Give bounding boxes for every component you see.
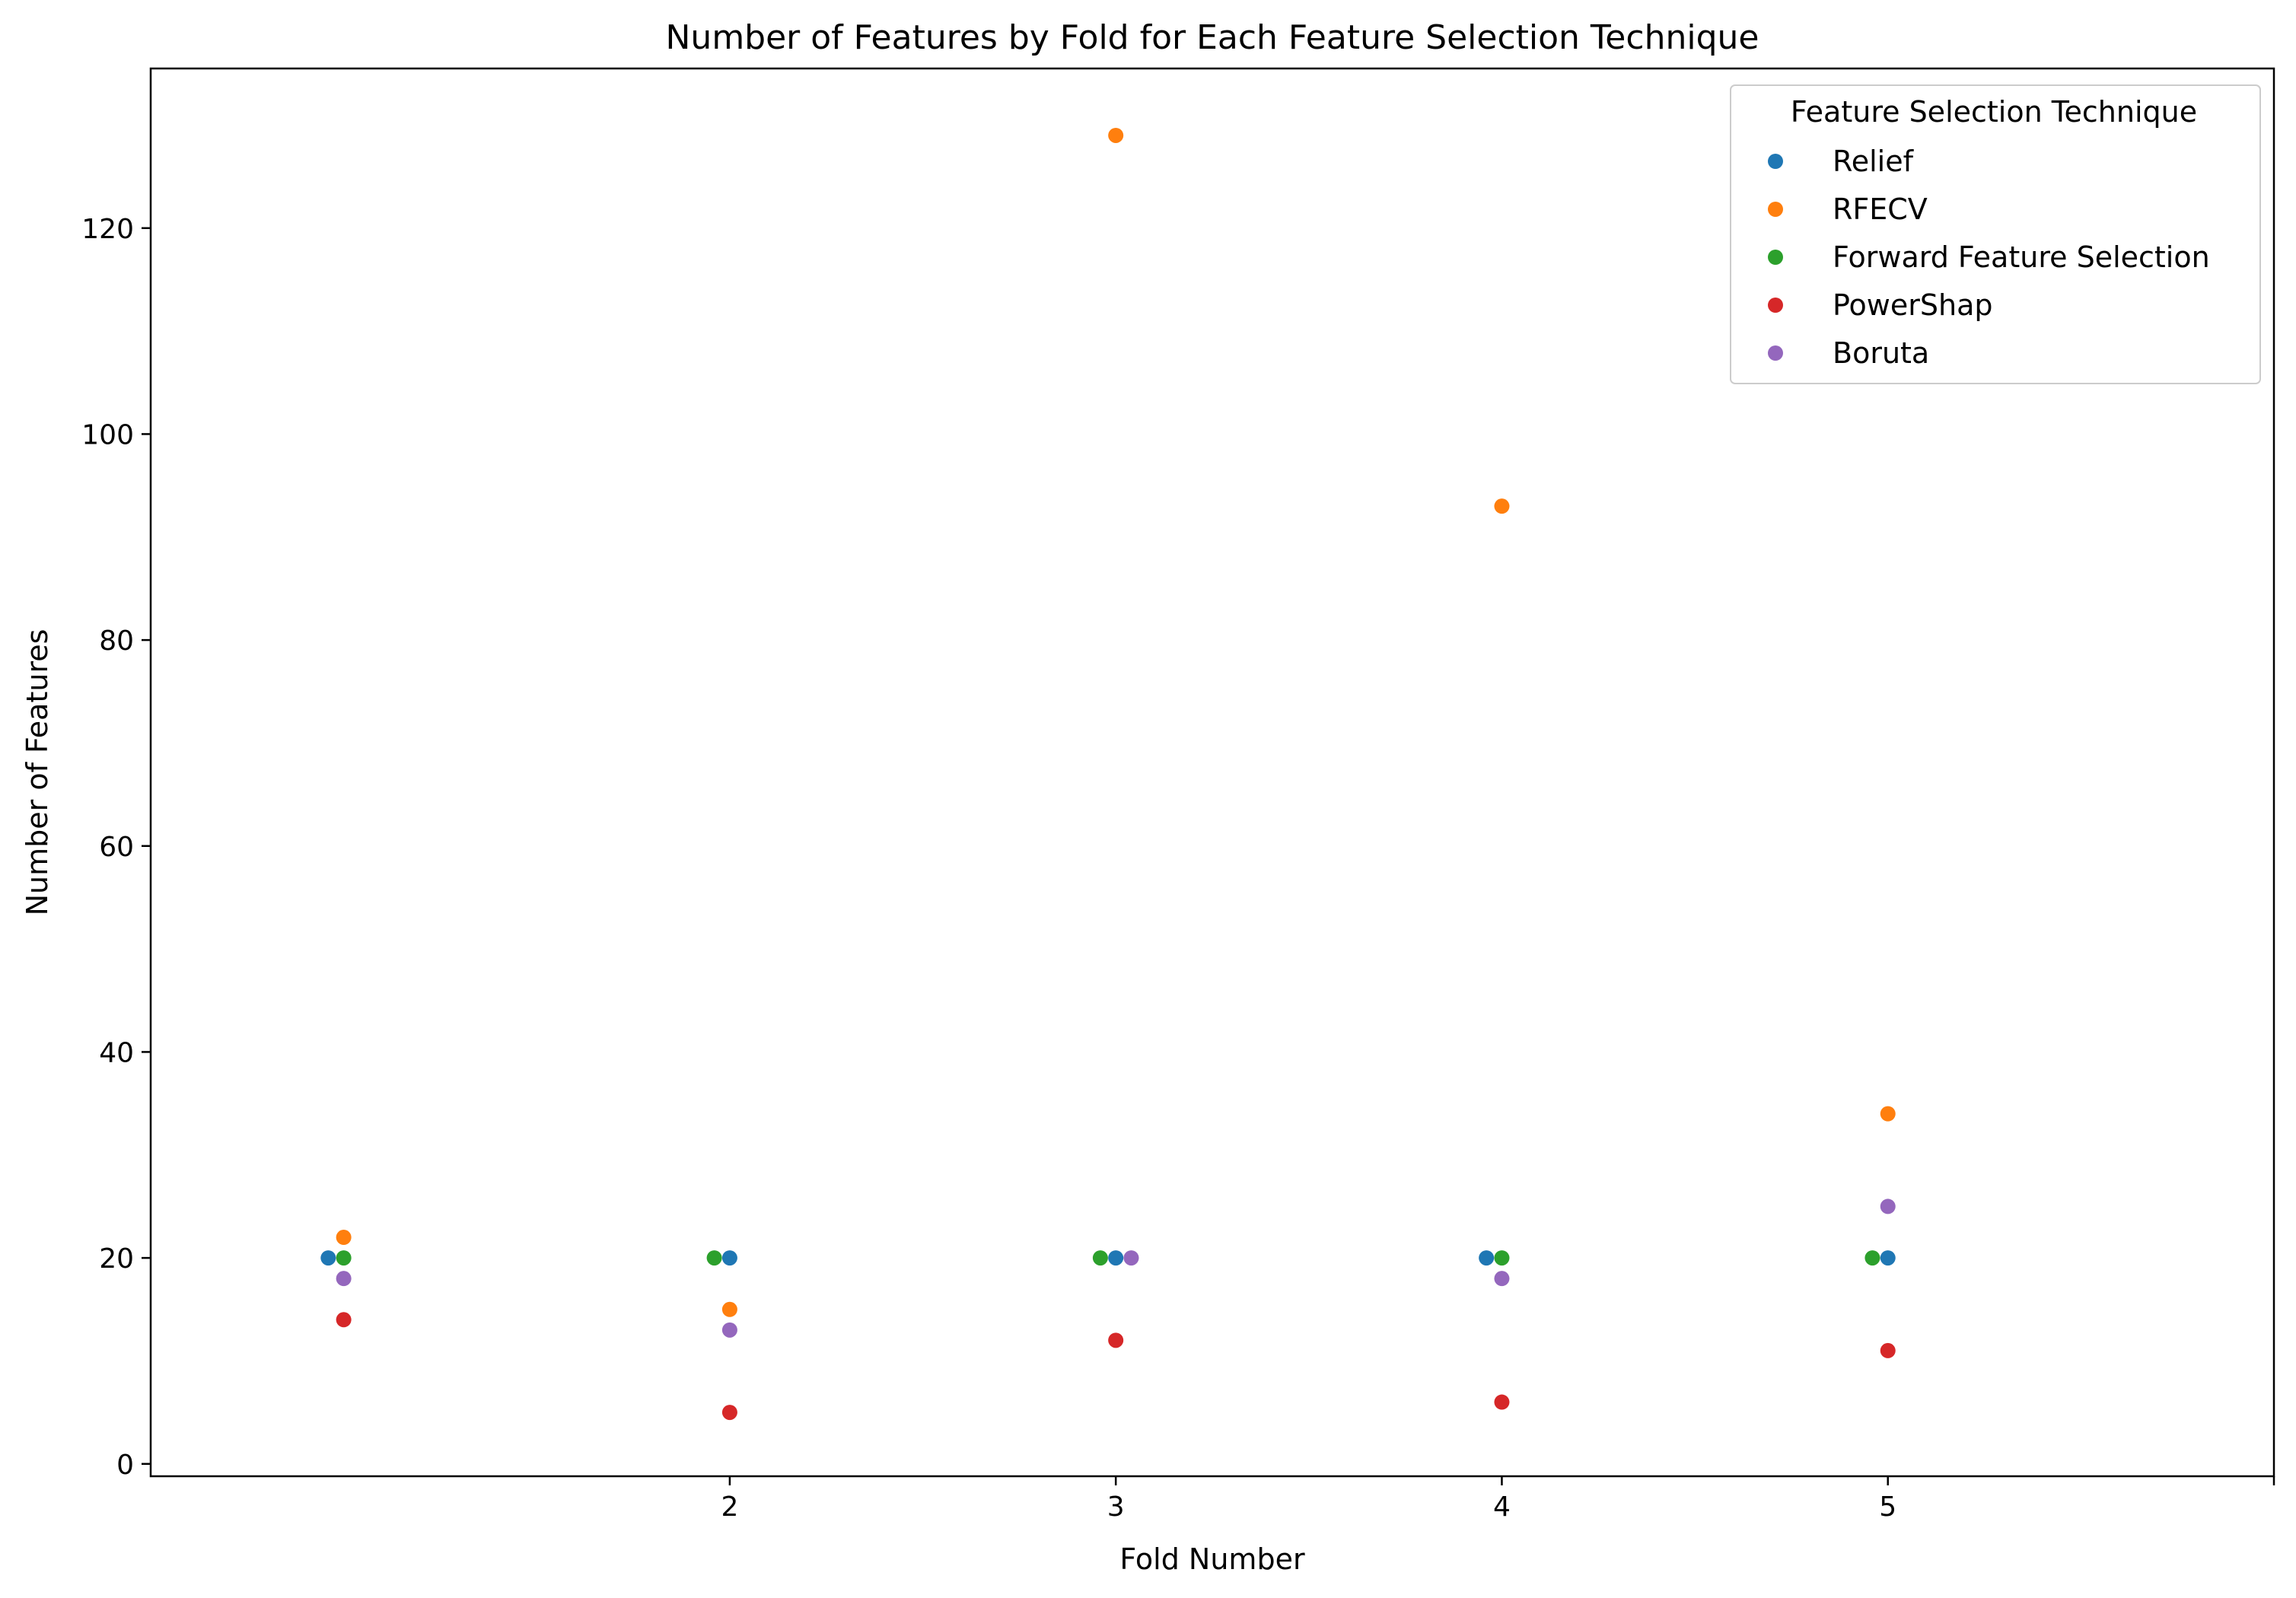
y-tick-label: 20 [99, 1243, 134, 1275]
legend-marker-powershap [1768, 298, 1783, 313]
legend-label-rfecv: RFECV [1833, 193, 1928, 226]
point-powershap [1108, 1332, 1124, 1348]
point-forward-feature-selection [706, 1250, 722, 1266]
point-relief [721, 1250, 737, 1266]
legend-marker-forward-feature-selection [1768, 250, 1783, 265]
point-forward-feature-selection [336, 1250, 352, 1266]
point-powershap [1494, 1394, 1510, 1410]
y-tick-label: 100 [81, 419, 134, 450]
y-tick-label: 40 [99, 1037, 134, 1068]
point-forward-feature-selection [1092, 1250, 1108, 1266]
x-tick-label: 5 [1879, 1491, 1896, 1523]
point-boruta [1494, 1271, 1510, 1287]
point-boruta [1123, 1250, 1139, 1266]
x-axis-label: Fold Number [1119, 1542, 1305, 1576]
legend-marker-relief [1768, 154, 1783, 169]
legend-marker-boruta [1768, 345, 1783, 361]
legend-label-powershap: PowerShap [1833, 288, 1993, 322]
point-boruta [1880, 1198, 1896, 1214]
y-tick-label: 0 [116, 1450, 134, 1481]
y-tick-label: 60 [99, 832, 134, 863]
legend-label-relief: Relief [1833, 145, 1915, 178]
point-rfecv [1108, 127, 1124, 143]
point-relief [1108, 1250, 1124, 1266]
plot-area-frame [149, 67, 2275, 1478]
point-boruta [336, 1271, 352, 1287]
point-forward-feature-selection [1494, 1250, 1510, 1266]
point-boruta [721, 1322, 737, 1338]
legend: Feature Selection Technique Relief RFECV F… [1730, 84, 2261, 384]
point-powershap [336, 1312, 352, 1328]
point-rfecv [721, 1301, 737, 1317]
chart-title: Number of Features by Fold for Each Feat… [666, 18, 1759, 57]
y-axis: 0 20 40 60 80 100 120 [81, 214, 151, 1481]
point-powershap [721, 1405, 737, 1421]
y-tick-label: 120 [81, 214, 134, 245]
point-forward-feature-selection [1865, 1250, 1880, 1266]
point-relief [1880, 1250, 1896, 1266]
legend-items: Relief RFECV Forward Feature Selection Powe… [1768, 145, 2210, 370]
legend-title: Feature Selection Technique [1791, 95, 2197, 129]
legend-label-boruta: Boruta [1833, 336, 1929, 370]
x-tick-label: 2 [721, 1491, 738, 1523]
y-axis-label: Number of Features [21, 629, 54, 916]
x-tick-label: 4 [1493, 1491, 1511, 1523]
point-rfecv [1494, 498, 1510, 514]
data-points [320, 127, 1896, 1421]
point-rfecv [1880, 1106, 1896, 1122]
x-axis: 2 3 4 5 [721, 1476, 2275, 1523]
x-tick-label: 3 [1107, 1491, 1125, 1523]
point-relief [320, 1250, 336, 1266]
legend-box [1730, 84, 2261, 384]
point-rfecv [336, 1230, 352, 1246]
point-powershap [1880, 1342, 1896, 1358]
legend-marker-rfecv [1768, 202, 1783, 217]
y-tick-label: 80 [99, 626, 134, 657]
point-relief [1479, 1250, 1495, 1266]
legend-label-forward-feature-selection: Forward Feature Selection [1833, 240, 2210, 274]
